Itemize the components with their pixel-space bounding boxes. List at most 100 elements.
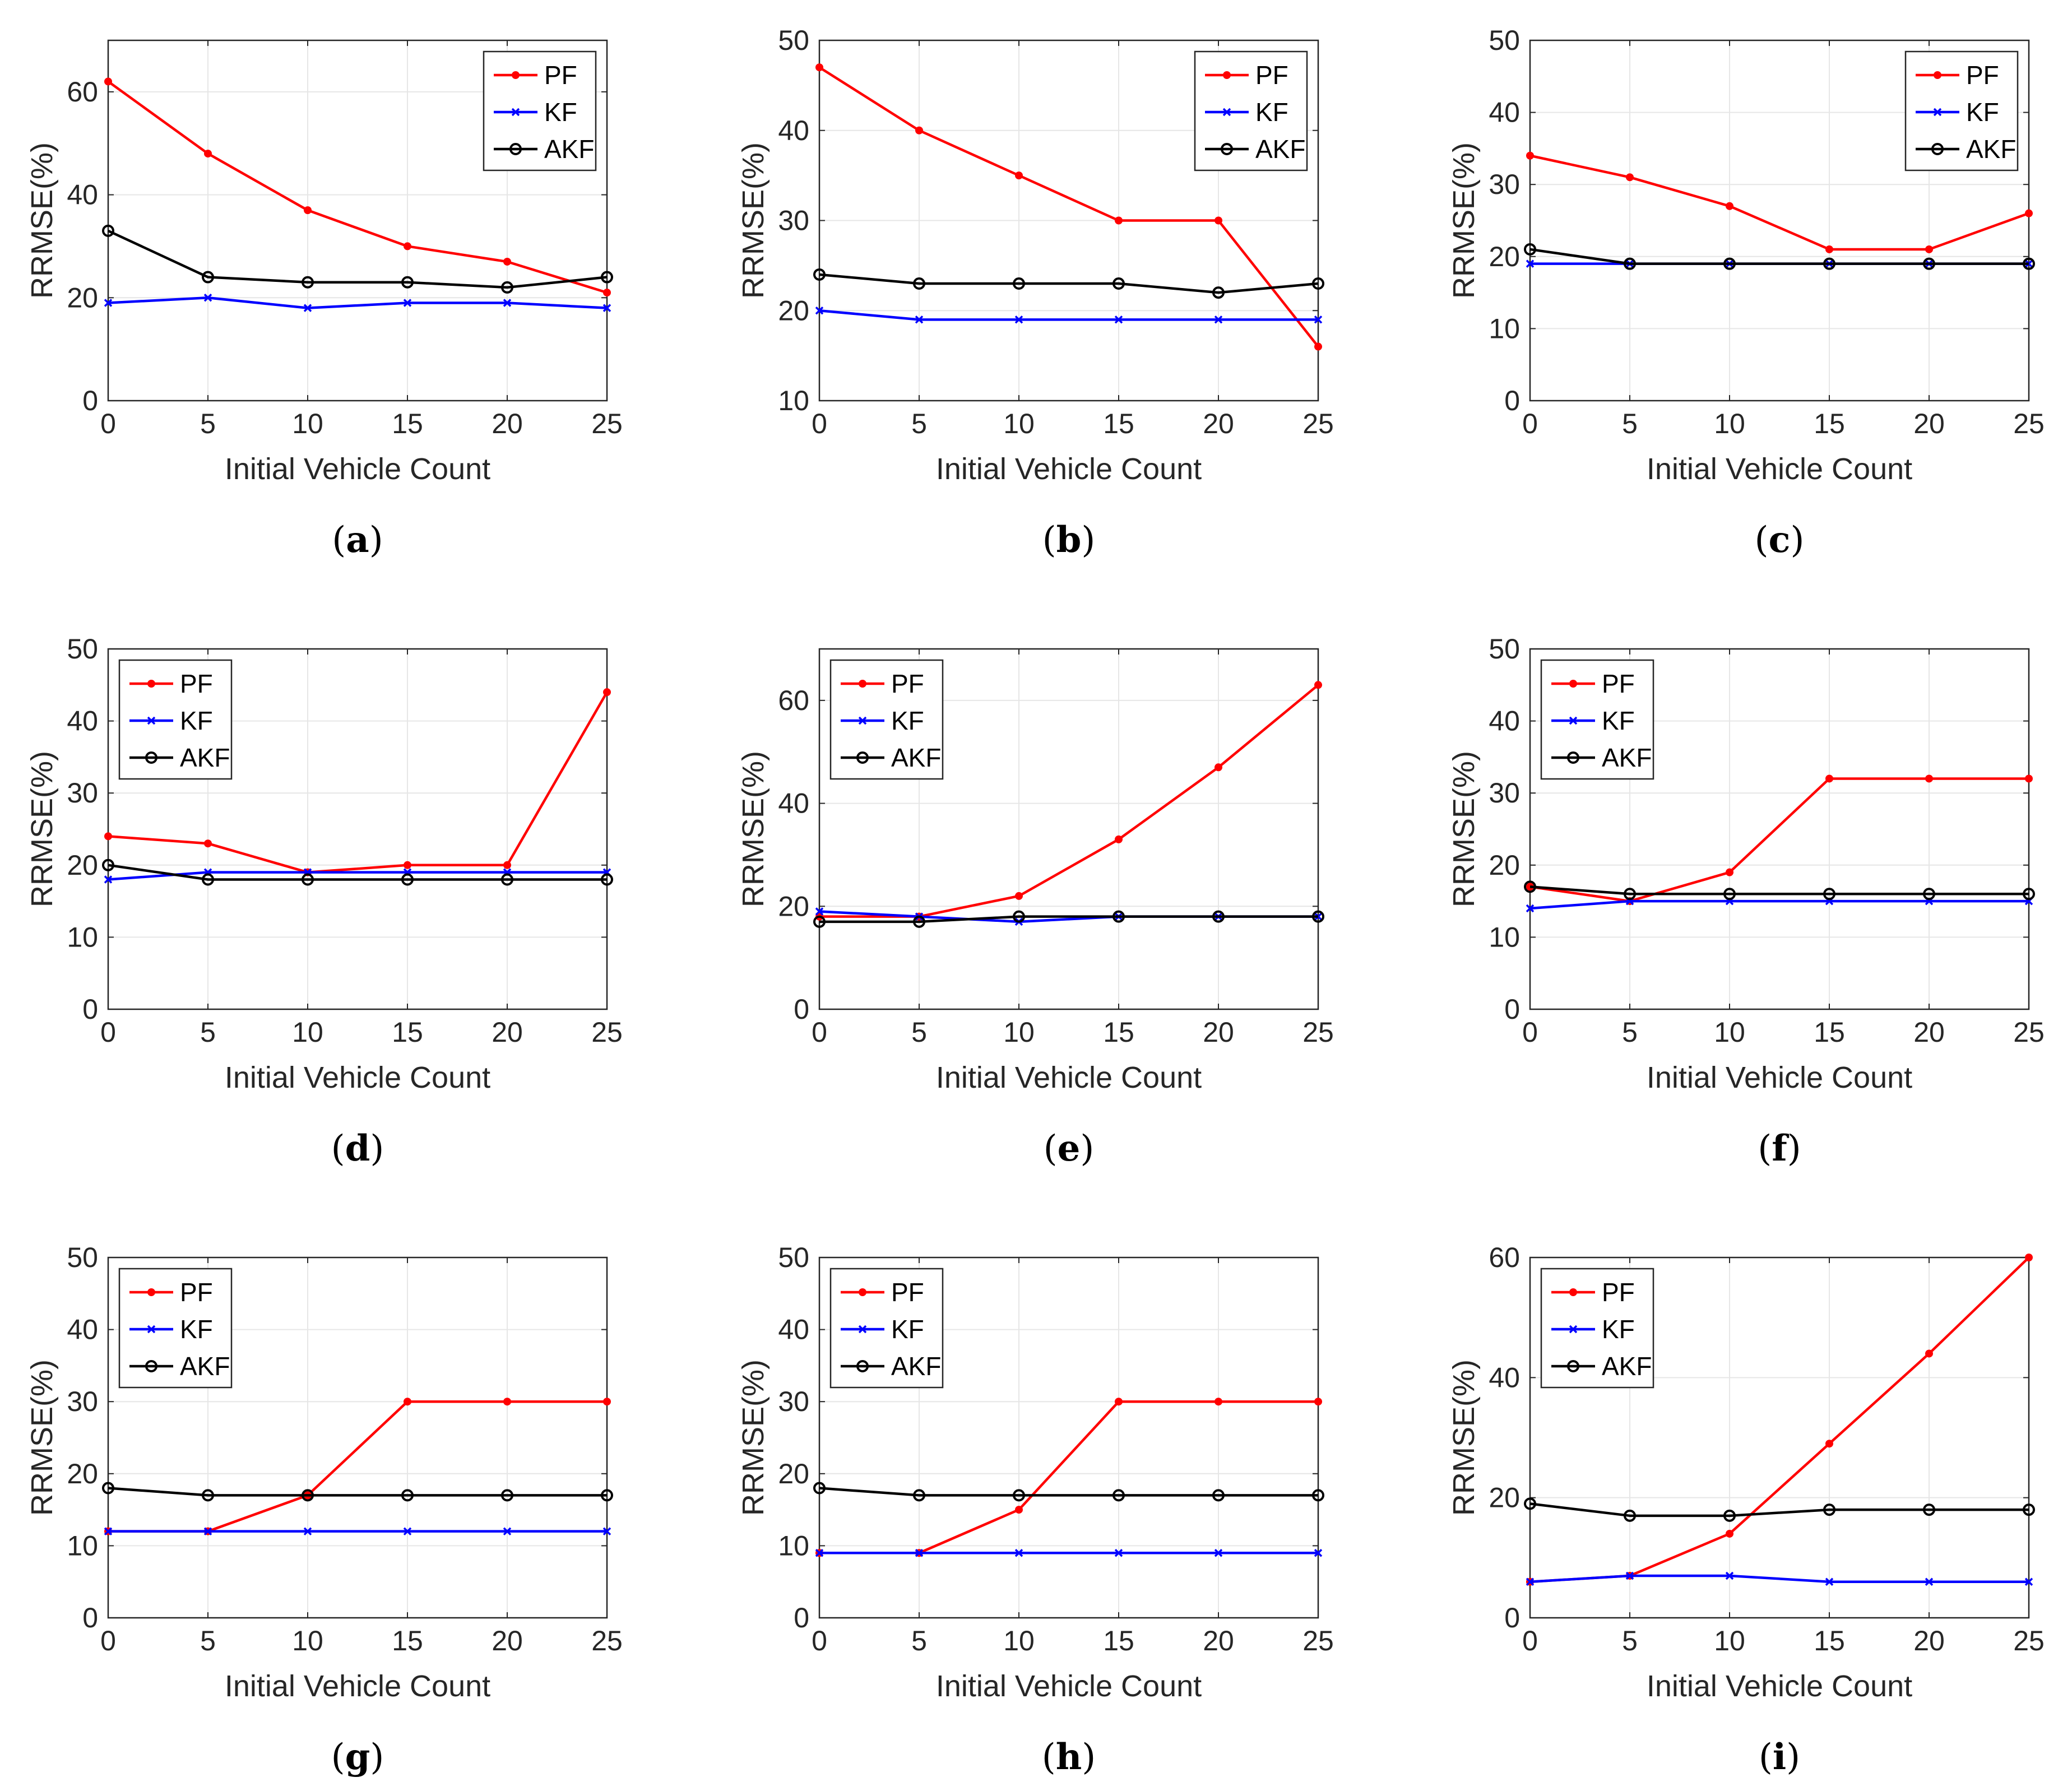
data-point-pf: [1215, 763, 1222, 772]
data-point-pf: [1115, 216, 1123, 225]
y-tick-label: 50: [1489, 25, 1520, 56]
data-point-akf: [1923, 1503, 1935, 1516]
data-point-pf: [1115, 1398, 1123, 1406]
x-tick-label: 25: [591, 1625, 623, 1656]
y-tick-label: 30: [67, 1386, 98, 1417]
y-tick-label: 30: [1489, 777, 1520, 809]
x-tick-label: 15: [392, 1625, 423, 1656]
x-tick-label: 10: [1714, 1017, 1745, 1048]
data-point-pf: [1925, 245, 1933, 253]
data-point-kf: [104, 1527, 113, 1535]
x-axis-label: Initial Vehicle Count: [936, 1061, 1202, 1094]
data-point-pf: [2025, 1254, 2033, 1261]
x-tick-label: 25: [591, 408, 623, 439]
series-line-akf: [1529, 885, 2029, 895]
legend-label-kf: KF: [1602, 706, 1635, 735]
legend-label-pf: PF: [1602, 669, 1635, 698]
x-axis-label: Initial Vehicle Count: [936, 452, 1202, 486]
x-tick-label: 25: [1302, 408, 1334, 439]
legend-marker-pf: [1569, 680, 1577, 688]
legend: PF KF AKF: [118, 659, 233, 780]
data-point-kf: [1014, 315, 1023, 324]
data-point-akf: [401, 276, 414, 289]
data-point-akf: [1624, 257, 1636, 270]
legend-label-kf: KF: [891, 1315, 924, 1344]
y-tick-label: 0: [82, 994, 98, 1025]
legend-marker-akf: [145, 751, 157, 764]
data-point-akf: [1723, 1509, 1736, 1522]
legend-label-pf: PF: [1602, 1278, 1635, 1307]
y-tick-label: 40: [778, 1314, 809, 1345]
data-point-pf: [1314, 1398, 1322, 1406]
legend-label-akf: AKF: [1602, 1352, 1652, 1381]
legend-label-kf: KF: [180, 706, 213, 735]
data-point-akf: [102, 1482, 114, 1495]
data-point-kf: [1925, 1577, 1934, 1586]
legend-marker-pf: [1569, 1288, 1577, 1296]
data-point-akf: [202, 1489, 214, 1502]
panel-label: (f): [1758, 1127, 1801, 1170]
y-tick-label: 50: [778, 25, 809, 56]
data-point-akf: [1823, 888, 1835, 901]
data-point-pf: [1215, 1398, 1222, 1406]
series-line-kf: [1529, 899, 2029, 910]
data-point-pf: [204, 839, 212, 848]
data-point-akf: [1312, 910, 1324, 923]
data-point-pf: [1015, 892, 1023, 900]
data-point-akf: [202, 873, 214, 886]
data-point-akf: [202, 271, 214, 284]
series-line-kf: [1529, 1574, 2029, 1583]
panel-label: (i): [1759, 1736, 1800, 1778]
legend: PF KF AKF: [829, 1268, 944, 1389]
y-axis-label: RRMSE(%): [1447, 1359, 1481, 1516]
y-tick-label: 30: [67, 777, 98, 809]
y-tick-label: 20: [1489, 1482, 1520, 1514]
data-point-pf: [503, 257, 511, 266]
data-point-kf: [1314, 1549, 1323, 1557]
legend: PF KF AKF: [829, 659, 944, 780]
legend-label-akf: AKF: [1602, 743, 1652, 772]
y-axis-label: RRMSE(%): [736, 751, 770, 907]
legend-label-kf: KF: [544, 98, 577, 127]
legend-marker-kf: [1933, 108, 1942, 117]
data-point-pf: [603, 688, 611, 697]
y-tick-label: 30: [778, 1386, 809, 1417]
data-point-akf: [601, 873, 613, 886]
data-point-pf: [2025, 774, 2033, 783]
legend-marker-pf: [512, 71, 520, 79]
data-point-akf: [601, 271, 613, 284]
legend-marker-kf: [147, 716, 156, 725]
y-tick-label: 10: [1489, 921, 1520, 953]
y-tick-label: 40: [67, 179, 98, 211]
data-point-kf: [303, 1527, 312, 1535]
legend-label-pf: PF: [891, 1278, 924, 1307]
chart-panel-i: 0 5 10 15 20 25 0 20 40 60 Initial Vehicle Count RR…: [1447, 1242, 2045, 1778]
x-tick-label: 25: [591, 1017, 623, 1048]
y-tick-label: 0: [1504, 1602, 1520, 1634]
data-point-akf: [1013, 277, 1025, 290]
legend-label-pf: PF: [891, 669, 924, 698]
panel-label: (d): [331, 1127, 384, 1170]
x-axis-label: Initial Vehicle Count: [225, 452, 490, 486]
data-point-pf: [104, 832, 112, 841]
y-axis-label: RRMSE(%): [1447, 142, 1481, 299]
y-tick-label: 20: [1489, 850, 1520, 881]
data-point-akf: [501, 1489, 513, 1502]
legend-marker-kf: [858, 1325, 867, 1334]
legend: PF KF AKF: [1194, 50, 1308, 171]
legend-marker-akf: [856, 1360, 869, 1372]
y-tick-label: 40: [1489, 706, 1520, 737]
legend-marker-pf: [147, 1288, 155, 1296]
series-line-pf: [108, 1400, 607, 1533]
data-point-pf: [1015, 1506, 1023, 1514]
y-tick-label: 40: [67, 706, 98, 737]
x-axis-label: Initial Vehicle Count: [225, 1669, 490, 1703]
x-tick-label: 0: [1522, 1625, 1538, 1656]
x-tick-label: 15: [1814, 408, 1845, 439]
data-point-kf: [1625, 1571, 1634, 1580]
series-line-kf: [819, 309, 1318, 321]
panel-label: (e): [1044, 1127, 1095, 1170]
y-tick-label: 50: [67, 1242, 98, 1273]
x-tick-label: 20: [1203, 408, 1234, 439]
panel-label: (b): [1042, 519, 1096, 561]
